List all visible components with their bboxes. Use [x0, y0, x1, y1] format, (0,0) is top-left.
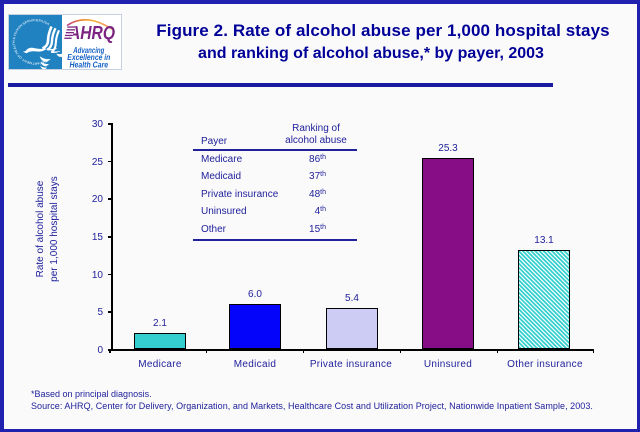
svg-text:AHRQ: AHRQ: [68, 22, 115, 43]
svg-text:Health Care: Health Care: [70, 61, 109, 70]
svg-text:Excellence in: Excellence in: [67, 53, 110, 62]
svg-text:Advancing: Advancing: [73, 46, 105, 55]
